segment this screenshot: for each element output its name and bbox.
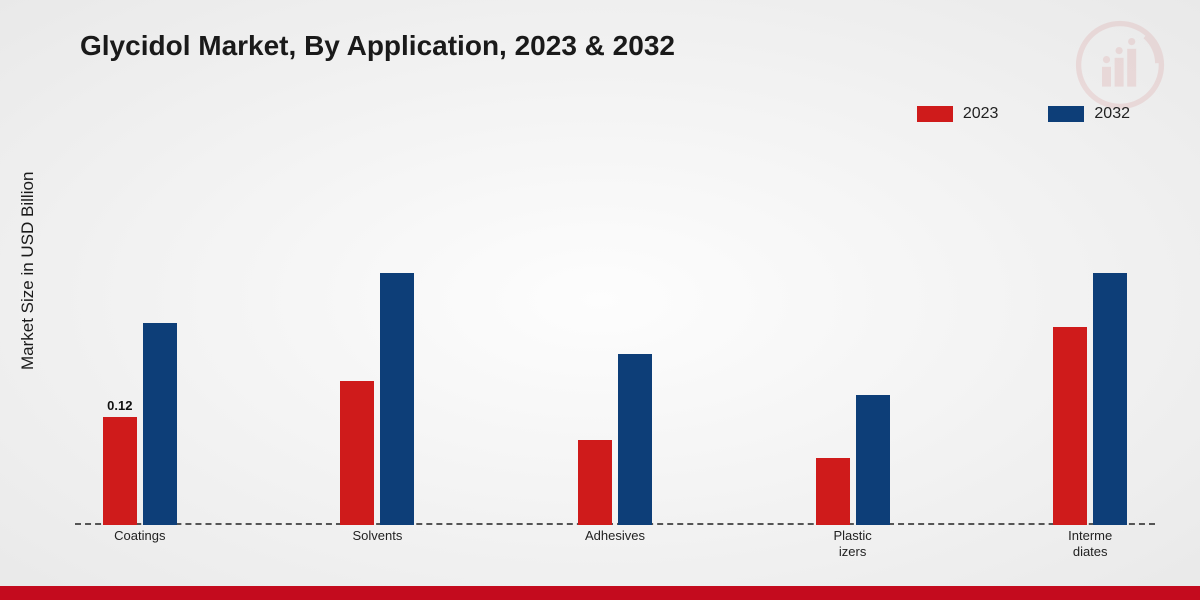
bar-group	[103, 323, 177, 526]
bar	[380, 273, 414, 525]
watermark-logo	[1075, 20, 1165, 110]
bar	[1053, 327, 1087, 525]
plot-area: 0.12	[75, 165, 1155, 525]
bar	[143, 323, 177, 526]
x-tick-label: Plastic izers	[833, 528, 871, 559]
bar	[856, 395, 890, 526]
bar	[578, 440, 612, 526]
bar	[816, 458, 850, 526]
y-axis-label: Market Size in USD Billion	[18, 172, 38, 370]
legend-swatch-2032	[1048, 106, 1084, 122]
bar	[340, 381, 374, 525]
bar-group	[1053, 273, 1127, 525]
legend: 2023 2032	[917, 105, 1130, 123]
footer-accent-bar	[0, 586, 1200, 600]
x-tick-label: Adhesives	[585, 528, 645, 544]
bar	[103, 417, 137, 525]
legend-item-2023: 2023	[917, 105, 999, 123]
bar-group	[340, 273, 414, 525]
x-axis-labels: Coatings Solvents Adhesives Plastic izers In…	[75, 528, 1155, 568]
bar-value-label: 0.12	[107, 398, 132, 413]
legend-item-2032: 2032	[1048, 105, 1130, 123]
bar-group	[578, 354, 652, 525]
chart-title: Glycidol Market, By Application, 2023 & …	[80, 30, 675, 62]
bar-group	[816, 395, 890, 526]
x-tick-label: Interme diates	[1068, 528, 1112, 559]
legend-swatch-2023	[917, 106, 953, 122]
x-tick-label: Coatings	[114, 528, 165, 544]
x-tick-label: Solvents	[352, 528, 402, 544]
bar	[1093, 273, 1127, 525]
legend-label-2023: 2023	[963, 105, 999, 123]
bar	[618, 354, 652, 525]
legend-label-2032: 2032	[1094, 105, 1130, 123]
